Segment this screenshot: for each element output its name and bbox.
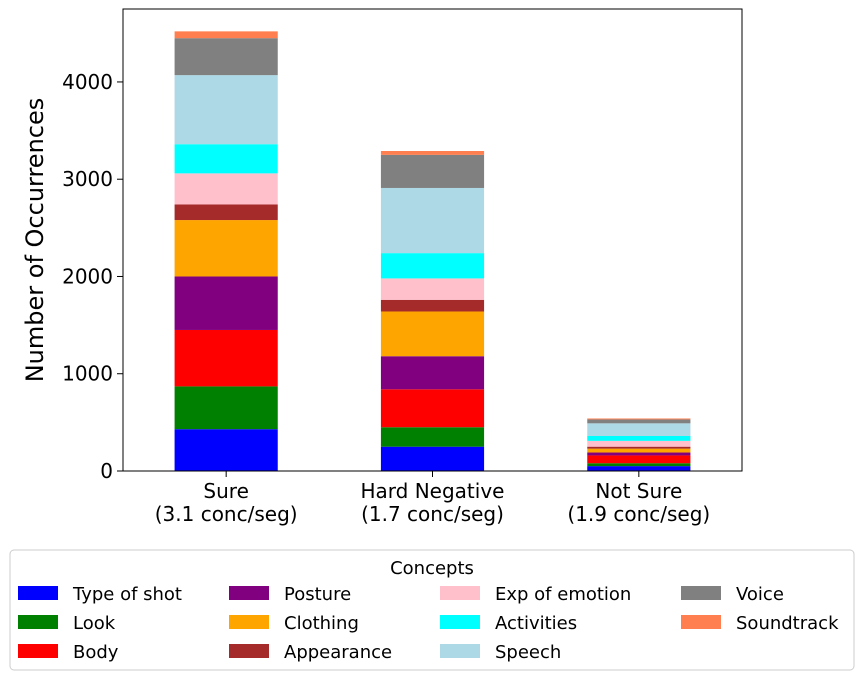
legend-frame	[9, 549, 855, 671]
bar-posture-2	[587, 452, 691, 456]
legend-items: Type of shot Look Body Posture Clothing Appea…	[18, 584, 839, 663]
bar-speech-1	[380, 187, 485, 254]
bar-activities-1	[380, 253, 485, 279]
legend-item-exp-of-emotion: Exp of emotion	[440, 584, 631, 605]
legend-swatch	[681, 615, 721, 629]
bar-posture-0	[174, 276, 278, 330]
legend-swatch	[440, 615, 480, 629]
legend-label: Look	[73, 613, 116, 634]
bar-clothing-1	[380, 311, 485, 357]
x-tick-label: Sure	[203, 479, 248, 503]
legend-item-speech: Speech	[440, 642, 561, 663]
legend-swatch	[229, 586, 269, 600]
legend-item-posture: Posture	[229, 584, 351, 605]
bar-appearance-0	[174, 204, 278, 221]
bar-voice-0	[174, 38, 278, 76]
legend-swatch	[18, 586, 58, 600]
legend-label: Soundtrack	[736, 613, 839, 634]
legend-swatch	[18, 644, 58, 658]
legend-label: Type of shot	[72, 584, 182, 605]
bar-speech-0	[174, 75, 278, 145]
bar-soundtrack-1	[380, 151, 485, 155]
legend-item-appearance: Appearance	[229, 642, 392, 663]
bar-body-0	[174, 329, 278, 387]
x-tick-label: Not Sure	[595, 479, 682, 503]
legend-label: Exp of emotion	[495, 584, 631, 605]
bar-exp-of-emotion-1	[380, 278, 485, 300]
legend-item-look: Look	[18, 613, 116, 634]
legend-label: Body	[73, 642, 119, 663]
legend-item-activities: Activities	[440, 613, 577, 634]
bar-type-of-shot-1	[380, 446, 485, 471]
bar-exp-of-emotion-2	[587, 440, 691, 447]
x-tick-label: Hard Negative	[361, 479, 505, 503]
bar-soundtrack-0	[174, 31, 278, 39]
bar-appearance-2	[587, 446, 691, 449]
bar-body-2	[587, 455, 691, 464]
y-axis: 0 1000 2000 3000 4000	[62, 70, 123, 483]
bar-soundtrack-2	[587, 418, 691, 420]
y-tick-label: 2000	[62, 264, 113, 288]
y-axis-label: Number of Occurrences	[21, 98, 49, 383]
legend-swatch	[229, 615, 269, 629]
bar-type-of-shot-2	[587, 466, 691, 471]
legend-label: Voice	[736, 584, 784, 605]
bar-activities-2	[587, 435, 691, 441]
legend: Concepts Type of shot Look Body Posture Clot…	[9, 549, 855, 671]
legend-swatch	[681, 586, 721, 600]
legend-item-type-of-shot: Type of shot	[18, 584, 182, 605]
legend-swatch	[440, 644, 480, 658]
bar-type-of-shot-0	[174, 429, 278, 471]
legend-label: Clothing	[284, 613, 359, 634]
legend-item-body: Body	[18, 642, 119, 663]
bar-look-0	[174, 386, 278, 430]
y-tick-label: 1000	[62, 362, 113, 386]
y-tick-label: 3000	[62, 167, 113, 191]
legend-swatch	[18, 615, 58, 629]
bar-clothing-0	[174, 220, 278, 277]
legend-item-clothing: Clothing	[229, 613, 359, 634]
bar-speech-2	[587, 423, 691, 436]
bar-activities-0	[174, 144, 278, 174]
y-tick-label: 0	[100, 459, 113, 483]
bar-look-1	[380, 427, 485, 447]
legend-item-soundtrack: Soundtrack	[681, 613, 839, 634]
legend-label: Appearance	[284, 642, 392, 663]
bar-posture-1	[380, 356, 485, 390]
x-tick-sublabel: (3.1 conc/seg)	[155, 502, 298, 526]
bar-body-1	[380, 389, 485, 428]
x-tick-sublabel: (1.7 conc/seg)	[361, 502, 504, 526]
legend-item-voice: Voice	[681, 584, 784, 605]
y-tick-label: 4000	[62, 70, 113, 94]
bars-layer	[174, 31, 691, 471]
bar-appearance-1	[380, 299, 485, 312]
x-axis: Sure(3.1 conc/seg) Hard Negative(1.7 conc…	[155, 471, 710, 526]
bar-voice-1	[380, 154, 485, 188]
x-tick-sublabel: (1.9 conc/seg)	[567, 502, 710, 526]
legend-title: Concepts	[390, 558, 474, 579]
legend-label: Activities	[495, 613, 577, 634]
legend-swatch	[440, 586, 480, 600]
legend-label: Posture	[284, 584, 351, 605]
bar-voice-2	[587, 419, 691, 424]
bar-look-2	[587, 463, 691, 467]
bar-clothing-2	[587, 448, 691, 453]
legend-label: Speech	[495, 642, 561, 663]
legend-swatch	[229, 644, 269, 658]
bar-exp-of-emotion-0	[174, 173, 278, 205]
